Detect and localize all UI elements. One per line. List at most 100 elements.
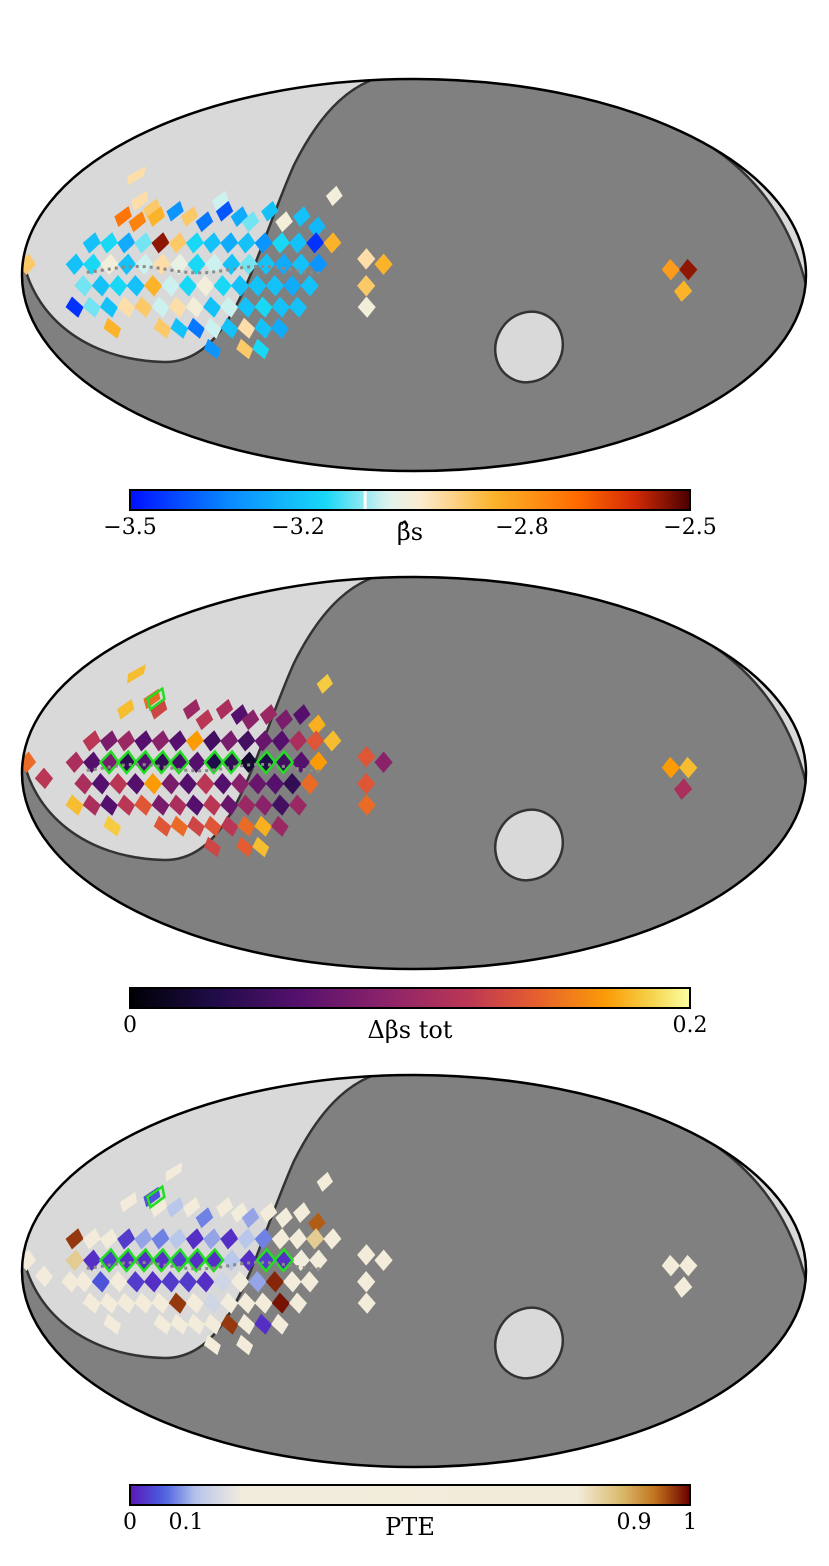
sky-pixel xyxy=(117,730,136,752)
colorbar-tick-label: −2.8 xyxy=(495,515,548,540)
sky-pixel xyxy=(187,815,205,837)
sky-pixel xyxy=(261,200,279,222)
point-mask-region xyxy=(493,310,565,384)
sky-pixel xyxy=(274,253,293,275)
colorbar-label: Δβs tot xyxy=(368,1016,453,1044)
sky-pixel xyxy=(230,206,249,227)
colorbar-label: β̂s xyxy=(397,518,423,546)
panel-dbeta: 0 0.2 Δβs tot xyxy=(0,570,829,1070)
point-source-marker xyxy=(261,1260,265,1264)
sky-pixel xyxy=(300,275,319,297)
sky-pixel xyxy=(357,1271,376,1293)
point-source-marker xyxy=(254,1260,258,1264)
sky-pixel xyxy=(196,1271,215,1293)
sky-pixel xyxy=(309,1249,328,1271)
point-source-marker xyxy=(254,264,258,268)
sky-pixel xyxy=(203,1228,222,1250)
highlighted-pixel-outline xyxy=(98,1247,121,1273)
sky-pixel xyxy=(213,1271,232,1293)
sky-pixel xyxy=(237,1228,256,1250)
sky-pixel xyxy=(170,1313,189,1335)
sky-pixel xyxy=(271,794,290,816)
point-source-marker xyxy=(240,764,244,768)
highlighted-pixel-outline xyxy=(272,749,295,775)
point-source-marker xyxy=(191,1267,195,1271)
sky-pixel xyxy=(220,794,239,816)
point-source-marker xyxy=(93,1265,97,1269)
sky-pixel xyxy=(99,794,118,816)
point-source-marker xyxy=(135,762,139,766)
sky-pixel xyxy=(271,730,290,752)
point-source-marker xyxy=(295,767,299,771)
sky-pixel xyxy=(323,232,342,254)
sky-pixel xyxy=(117,232,136,254)
point-source-marker xyxy=(93,767,97,771)
sky-pixel xyxy=(187,751,206,773)
point-source-marker xyxy=(177,269,181,273)
sky-pixel xyxy=(99,232,118,254)
point-source-marker xyxy=(295,269,299,273)
sky-pixel xyxy=(357,1244,376,1266)
sky-pixel xyxy=(114,206,132,227)
point-source-marker xyxy=(254,762,258,766)
map-delta-beta: 0 0.2 Δβs tot xyxy=(20,575,808,1044)
sky-pixel xyxy=(271,1228,290,1250)
sky-pixel xyxy=(306,1228,325,1250)
sky-pixel xyxy=(117,296,136,318)
point-source-marker xyxy=(288,1264,292,1268)
highlighted-pixel-outline xyxy=(150,749,173,775)
point-source-marker xyxy=(163,765,167,769)
point-source-marker xyxy=(219,269,223,273)
sky-pixel xyxy=(204,815,222,837)
sky-pixel xyxy=(265,773,284,795)
sky-pixel xyxy=(230,1202,249,1223)
sky-pixel xyxy=(65,794,84,816)
sky-pixel xyxy=(168,730,187,752)
sky-pixel xyxy=(203,296,222,318)
sky-pixel xyxy=(265,1271,284,1293)
highlighted-pixel-outline xyxy=(255,1247,277,1273)
point-source-marker xyxy=(198,769,202,773)
colorbar-tick-label: 0 xyxy=(123,1510,137,1535)
sky-pixel xyxy=(283,275,302,297)
sky-pixel xyxy=(185,794,204,816)
point-source-marker xyxy=(212,768,216,772)
highlighted-pixel-outline xyxy=(145,686,166,712)
colorbar xyxy=(129,1484,691,1506)
sky-pixel xyxy=(674,1276,693,1298)
point-source-marker xyxy=(121,265,125,269)
sky-pixel xyxy=(306,232,325,254)
sky-pixel xyxy=(215,200,234,222)
sky-pixel xyxy=(127,166,147,186)
sky-pixel xyxy=(288,1228,308,1250)
sky-pixel xyxy=(143,773,163,795)
sky-pixel xyxy=(185,232,204,254)
sky-pixel xyxy=(357,746,376,768)
point-source-marker xyxy=(191,769,195,773)
sky-pixel xyxy=(120,1191,138,1213)
sky-pixel xyxy=(237,232,256,254)
sky-pixel xyxy=(661,258,681,281)
point-source-marker xyxy=(247,265,251,269)
point-source-marker xyxy=(156,764,160,768)
highlighted-pixel-outline xyxy=(133,1247,156,1273)
sky-pixel xyxy=(82,1228,101,1250)
point-source-marker xyxy=(295,1265,299,1269)
sky-pixel xyxy=(143,275,163,297)
highlighted-pixel-outline xyxy=(133,749,156,775)
colorbar-tick-label: 1 xyxy=(683,1510,697,1535)
sky-pixel xyxy=(135,253,154,275)
colorbar-tick-label: 0.1 xyxy=(169,1510,204,1535)
point-source-marker xyxy=(170,1264,174,1268)
sky-pixel xyxy=(254,815,272,837)
sky-pixel xyxy=(204,317,222,339)
sky-pixel xyxy=(254,1292,273,1314)
point-source-marker xyxy=(302,768,306,772)
sky-pixel xyxy=(220,1228,239,1250)
point-source-marker xyxy=(240,1262,244,1266)
sky-pixel xyxy=(103,1313,122,1335)
sky-pixel xyxy=(161,773,180,795)
point-source-marker xyxy=(128,265,132,269)
point-source-marker xyxy=(316,271,320,275)
sky-pixel xyxy=(109,275,128,297)
